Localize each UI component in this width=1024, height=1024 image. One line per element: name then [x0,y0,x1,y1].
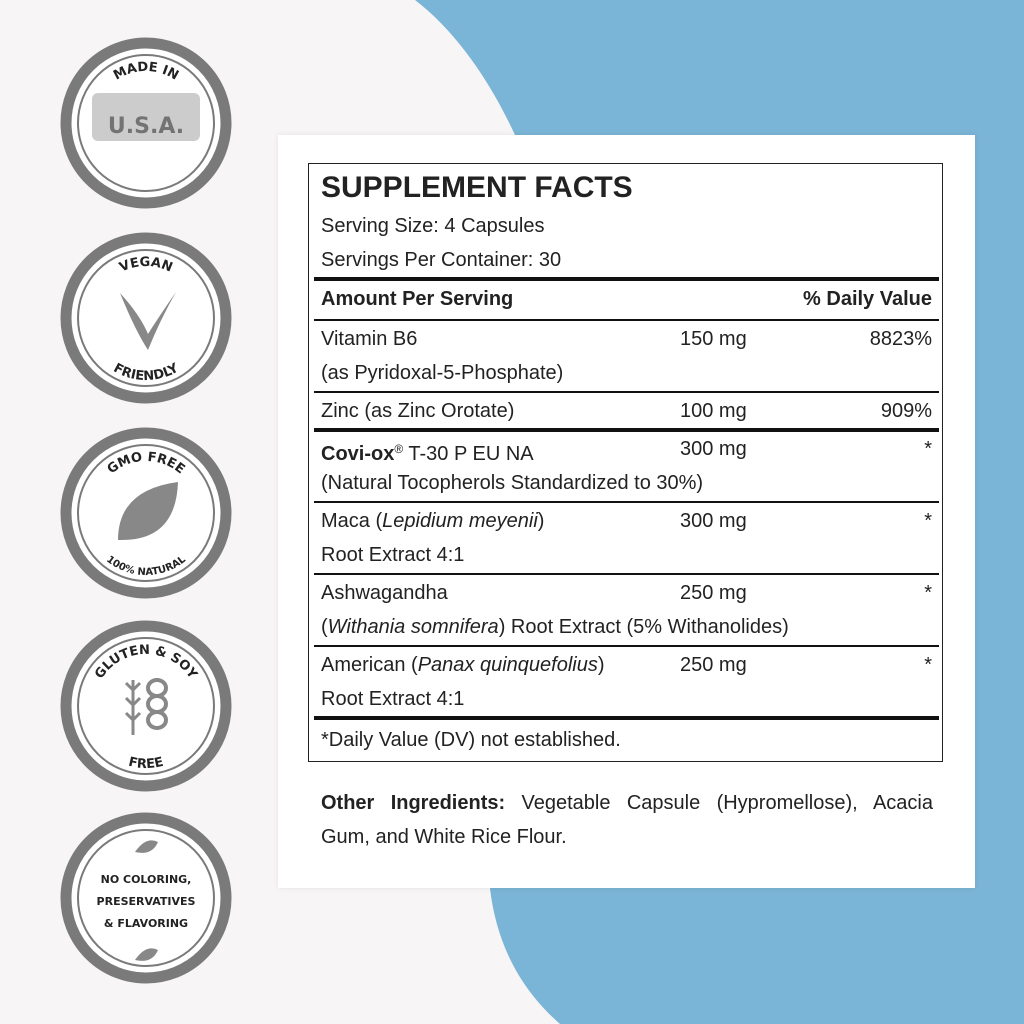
badge-center: PRESERVATIVES [97,895,196,908]
daily-value: * [924,582,932,604]
badge-inner [77,829,215,967]
badge-center: NO COLORING, [101,873,192,886]
rule [314,645,939,647]
rule [314,319,939,321]
ingredient-name: American (Panax quinquefolius) [321,653,605,677]
badge-inner [77,637,215,775]
name-part: ® [394,442,404,456]
name-part: Root Extract 4:1 [321,688,465,710]
badge-bottom: FREE [127,755,165,772]
ingredient-name: Zinc (as Zinc Orotate) [321,399,514,423]
amount: 150 mg [680,328,747,350]
ingredient-name: (Natural Tocopherols Standardized to 30%… [321,471,703,495]
amount: 250 mg [680,654,747,676]
panel [278,135,975,888]
servings-per-container: Servings Per Container: 30 [321,249,562,271]
name-part: Panax quinquefolius [417,654,598,676]
icons [92,93,200,961]
ingredient-name: Maca (Lepidium meyenii) [321,509,544,533]
badge-inner [77,444,215,582]
name-part: ) [537,510,545,532]
badge-bottom-text: FRIENDLY [111,361,182,385]
header-amount: Amount Per Serving [321,288,514,310]
rule [314,573,939,575]
ingredient-name: Root Extract 4:1 [321,687,464,711]
other-text: Vegetable Capsule (Hypromellose), Acacia… [321,792,933,848]
ingredient-name: Ashwagandha [321,581,448,605]
name-part: Vitamin B6 [321,328,418,350]
other-label: Other Ingredients: [321,792,506,814]
name-part: Root Extract 4:1 [321,544,465,566]
header-dv: % Daily Value [803,288,932,310]
name-part: Ashwagandha [321,582,448,604]
amount: 100 mg [680,400,747,422]
amount: 300 mg [680,438,747,460]
ingredient-name: (as Pyridoxal-5-Phosphate) [321,361,563,385]
daily-value: 909% [880,400,932,422]
ingredient-name: Root Extract 4:1 [321,543,464,567]
amount: 250 mg [680,582,747,604]
daily-value: * [924,510,932,532]
badge: VEGAN FRIENDLY [60,232,232,404]
badge-ring [60,812,232,984]
rule [314,501,939,503]
badge-bottom: FRIENDLY [111,361,182,385]
serving-size: Serving Size: 4 Capsules [321,215,545,237]
badge-top: VEGAN [117,255,174,276]
badges: NO COLORING, PRESERVATIVES & FLAVORING GLUT… [60,37,232,984]
daily-value: * [924,438,932,460]
rule [314,716,939,720]
rule [314,428,939,432]
badge-inner [77,54,215,192]
name-part: (Natural Tocopherols Standardized to 30%… [321,472,704,494]
name-part: Maca ( [321,510,383,532]
name-part: ) [597,654,605,676]
other-ingredients: Other Ingredients: Vegetable Capsule (Hy… [321,786,933,854]
rule [314,391,939,393]
rule [314,277,939,281]
name-part: ( [321,616,328,638]
name-part: Covi-ox [321,443,395,465]
name-part: T-30 P EU NA [403,443,534,465]
amount: 300 mg [680,510,747,532]
badge: NO COLORING, PRESERVATIVES & FLAVORING [60,812,232,984]
facts-title: SUPPLEMENT FACTS [321,171,633,204]
name-part: Zinc (as Zinc Orotate) [321,400,515,422]
name-part: American ( [321,654,418,676]
name-part: ) Root Extract (5% Withanolides) [498,616,789,638]
footnote: *Daily Value (DV) not established. [321,729,621,751]
badge-top-text: VEGAN [117,255,174,276]
badge-inner [77,249,215,387]
ingredient-name: Covi-ox® T-30 P EU NA [321,437,534,466]
badge-bottom-text: FREE [127,755,165,772]
name-part: Withania somnifera [327,616,499,638]
name-part: (as Pyridoxal-5-Phosphate) [321,362,564,384]
badge-ring [60,232,232,404]
daily-value: * [924,654,932,676]
daily-value: 8823% [869,328,932,350]
badge-ring [60,620,232,792]
ingredient-name: Vitamin B6 [321,327,417,351]
facts-box [308,163,943,762]
badge-center: & FLAVORING [104,917,188,930]
name-part: Lepidium meyenii [382,510,538,532]
ingredient-name: (Withania somnifera) Root Extract (5% Wi… [321,615,789,639]
